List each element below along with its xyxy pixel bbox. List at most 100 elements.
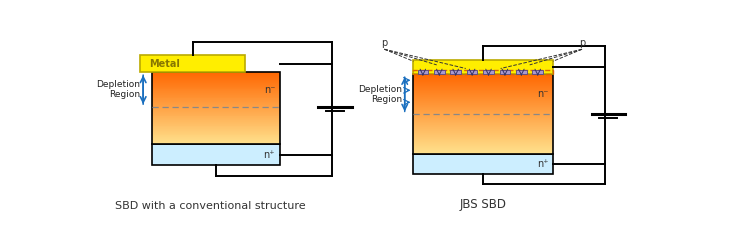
Bar [152, 126, 280, 127]
Bar [152, 86, 280, 88]
Bar [413, 104, 553, 105]
Bar [152, 120, 280, 121]
Bar [152, 84, 280, 85]
Bar [413, 113, 553, 114]
Bar [152, 113, 280, 114]
Bar [152, 103, 280, 104]
Bar [413, 118, 553, 119]
Bar [516, 70, 526, 74]
Bar [413, 139, 553, 140]
Bar [152, 72, 280, 73]
Bar [413, 86, 553, 87]
Bar [413, 102, 553, 103]
Bar [413, 138, 553, 139]
Bar [413, 99, 553, 100]
Bar [152, 75, 280, 76]
Bar [152, 99, 280, 100]
Bar [413, 96, 553, 97]
Bar [413, 82, 553, 83]
Bar [413, 147, 553, 148]
Text: p: p [381, 38, 388, 48]
Bar [413, 106, 553, 107]
Bar [152, 134, 280, 136]
Bar [152, 86, 280, 87]
Bar [152, 76, 280, 77]
Bar [152, 118, 280, 119]
Bar [152, 92, 280, 93]
Bar [413, 78, 553, 79]
Bar [413, 103, 553, 104]
Bar [413, 149, 553, 150]
Bar [413, 146, 553, 147]
Bar [413, 121, 553, 122]
Bar [413, 92, 553, 93]
Text: Metal: Metal [149, 59, 180, 69]
Bar [152, 127, 280, 128]
Bar [152, 80, 280, 81]
Bar [413, 132, 553, 133]
Bar [152, 106, 280, 108]
Bar [152, 135, 280, 136]
Bar [152, 110, 280, 111]
Bar [413, 89, 553, 90]
Bar [413, 148, 553, 149]
Bar [413, 101, 553, 102]
Bar [413, 75, 553, 76]
Bar [152, 74, 280, 75]
Bar [413, 133, 553, 134]
Bar [413, 131, 553, 132]
Bar [152, 117, 280, 118]
Bar [152, 137, 280, 138]
Bar [413, 80, 553, 81]
Bar [413, 81, 553, 82]
Bar [152, 108, 280, 109]
Bar [413, 141, 553, 142]
Bar [413, 116, 553, 117]
Bar [152, 94, 280, 95]
Bar [152, 144, 280, 165]
Bar [152, 102, 280, 103]
Bar [152, 116, 280, 117]
Bar [413, 111, 553, 112]
Bar [413, 79, 553, 80]
Bar [152, 90, 280, 91]
Bar [413, 151, 553, 152]
Bar [413, 143, 553, 144]
Bar [152, 130, 280, 131]
Bar [152, 109, 280, 110]
Bar [413, 150, 553, 151]
Bar [413, 128, 553, 129]
Bar [152, 81, 280, 82]
Bar [483, 70, 494, 74]
Bar [152, 122, 280, 123]
Bar [152, 125, 280, 126]
Text: n⁺: n⁺ [537, 159, 548, 169]
Bar [152, 101, 280, 102]
Bar [152, 78, 280, 79]
Bar [152, 128, 280, 129]
Bar [413, 120, 553, 121]
Bar [152, 114, 280, 116]
Bar [152, 96, 280, 97]
Bar [413, 94, 553, 95]
Bar [413, 153, 553, 154]
Text: n⁺: n⁺ [263, 150, 275, 160]
Bar [413, 124, 553, 125]
Bar [413, 114, 553, 115]
Bar [413, 123, 553, 124]
Bar [152, 78, 280, 80]
Bar [413, 107, 553, 108]
Bar [413, 152, 553, 153]
Bar [152, 91, 280, 92]
Bar [450, 70, 461, 74]
Bar [413, 77, 553, 78]
Bar [413, 129, 553, 130]
Bar [152, 79, 280, 80]
Bar [152, 141, 280, 142]
Bar [152, 100, 280, 101]
Bar [152, 136, 280, 137]
Bar [152, 114, 280, 115]
Bar [413, 91, 553, 92]
Bar [152, 140, 280, 141]
Text: Depletion
Region: Depletion Region [96, 80, 140, 99]
